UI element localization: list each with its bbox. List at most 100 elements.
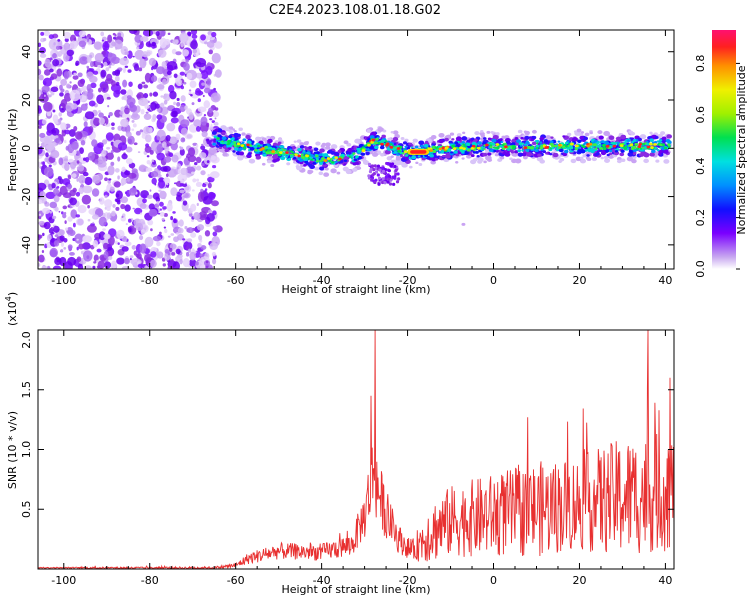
- noise-blob: [167, 74, 172, 79]
- ridge-sample: [255, 136, 261, 142]
- noise-blob: [113, 90, 120, 98]
- ridge-sample: [597, 145, 601, 147]
- ridge-sample: [525, 152, 533, 157]
- ridge-sample: [250, 142, 254, 146]
- ridge-sample: [229, 130, 234, 134]
- ridge-hotspot: [588, 142, 593, 146]
- ridge-sample: [286, 162, 291, 166]
- noise-blob: [200, 215, 204, 218]
- noise-blob: [76, 238, 79, 241]
- noise-blob: [148, 208, 158, 217]
- noise-blob: [141, 81, 146, 85]
- ridge-sample: [343, 140, 349, 145]
- noise-blob: [63, 31, 72, 39]
- noise-blob: [196, 178, 200, 182]
- ridge-sample: [639, 153, 645, 157]
- colorbar-ticks: 0.0 0.2 0.4 0.6 0.8: [694, 55, 740, 278]
- ridge-sample: [494, 153, 500, 157]
- ridge-sample: [429, 153, 434, 158]
- noise-blob: [156, 241, 161, 247]
- noise-blob: [48, 38, 59, 50]
- ridge-sample: [455, 153, 460, 157]
- noise-blob: [133, 142, 138, 146]
- noise-blob: [57, 118, 61, 123]
- noise-blob: [45, 191, 56, 200]
- noise-blob: [125, 131, 132, 138]
- noise-blob: [163, 93, 171, 102]
- noise-blob: [124, 170, 131, 176]
- ridge-sample: [659, 143, 663, 147]
- ridge-hotspot: [495, 143, 500, 146]
- noise-blob: [170, 111, 178, 118]
- ridge-lobe-sample: [374, 170, 379, 174]
- noise-blob: [38, 90, 41, 98]
- noise-blob: [214, 41, 223, 49]
- ridge-hotspot: [612, 144, 617, 148]
- noise-blob: [141, 100, 144, 103]
- noise-blob: [180, 85, 185, 90]
- noise-blob: [146, 160, 151, 165]
- noise-blob: [50, 226, 54, 229]
- ridge-sample: [212, 148, 218, 153]
- ridge-sample: [319, 162, 323, 165]
- ridge-lobe-sample: [387, 169, 392, 173]
- ridge-sample: [265, 151, 270, 155]
- noise-blob: [46, 265, 51, 269]
- ridge-lobe-sample: [389, 162, 393, 166]
- noise-blob: [50, 73, 58, 80]
- ridge-sample: [289, 148, 292, 151]
- ridge-sample: [597, 130, 603, 135]
- noise-blob: [94, 52, 104, 63]
- noise-blob: [159, 102, 165, 108]
- ridge-sample: [366, 129, 372, 133]
- noise-blob: [158, 189, 162, 192]
- noise-blob: [157, 212, 161, 215]
- ridge-sample: [397, 149, 401, 153]
- ridge-sample: [384, 149, 391, 155]
- noise-blob: [197, 98, 201, 103]
- noise-blob: [151, 75, 158, 83]
- noise-blob: [66, 83, 71, 89]
- ridge-sample: [318, 153, 323, 157]
- ridge-sample: [592, 143, 597, 147]
- noise-blob: [61, 211, 64, 215]
- ridge-sample: [324, 167, 329, 171]
- colorbar-label: Normalized spectral amplitude: [735, 65, 748, 234]
- ridge-sample: [641, 142, 646, 146]
- ridge-sample: [218, 146, 223, 150]
- ridge-lobe-sample: [367, 162, 372, 167]
- noise-blob: [107, 53, 117, 62]
- noise-blob: [179, 71, 186, 76]
- noise-blob: [121, 246, 129, 252]
- noise-blob: [159, 208, 162, 211]
- noise-blob: [69, 251, 75, 256]
- ridge-lobe-sample: [377, 182, 381, 186]
- ridge-hotspot: [389, 145, 394, 149]
- ridge-sample: [438, 132, 445, 138]
- ridge-sample: [391, 147, 396, 151]
- noise-blob: [134, 49, 145, 60]
- ridge-sample: [482, 137, 487, 140]
- noise-blob: [38, 254, 45, 263]
- noise-blob: [91, 214, 99, 220]
- noise-blob: [70, 209, 78, 219]
- ridge-sample: [271, 147, 276, 151]
- noise-blob: [39, 132, 46, 138]
- noise-blob: [205, 260, 209, 264]
- spectrogram-x-tick-label: -100: [51, 274, 76, 287]
- noise-blob: [65, 126, 69, 130]
- ridge-sample: [462, 131, 466, 135]
- ridge-sample: [577, 139, 582, 144]
- ridge-sample: [219, 148, 225, 153]
- noise-blob: [129, 104, 138, 113]
- noise-blob: [91, 139, 98, 147]
- noise-blob: [64, 227, 69, 231]
- snr-x-tick-label: -80: [141, 574, 159, 587]
- noise-blob: [175, 39, 179, 44]
- ridge-sample: [512, 146, 516, 150]
- noise-blob: [200, 170, 206, 176]
- noise-blob: [121, 126, 127, 132]
- snr-x-tick-label: -100: [51, 574, 76, 587]
- ridge-sample: [620, 149, 625, 153]
- ridge-hotspot: [485, 143, 489, 147]
